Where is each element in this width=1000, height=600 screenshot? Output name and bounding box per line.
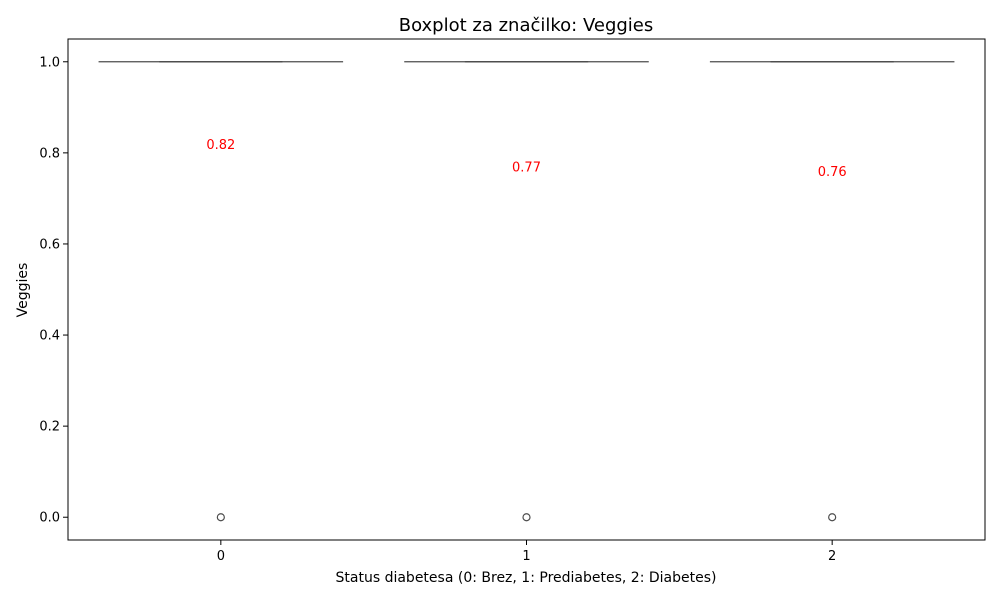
x-axis: 0 1 2 <box>217 540 836 564</box>
x-tick-label: 2 <box>828 549 836 564</box>
x-axis-label: Status diabetesa (0: Brez, 1: Prediabete… <box>336 570 717 586</box>
x-tick-label: 1 <box>522 549 530 564</box>
mean-annotation-2: 0.76 <box>818 165 847 180</box>
y-tick-label: 0.8 <box>39 146 60 161</box>
outlier-point <box>216 513 225 522</box>
outlier-point <box>522 513 531 522</box>
chart-title: Boxplot za značilko: Veggies <box>399 15 654 36</box>
plot-area: 0.82 0.77 0.76 <box>98 61 955 522</box>
y-tick-label: 0.4 <box>39 329 60 344</box>
box-group-0 <box>98 61 344 522</box>
y-axis-label: Veggies <box>15 263 31 318</box>
box-group-1 <box>404 61 649 522</box>
x-tick-label: 0 <box>217 549 225 564</box>
y-axis: 0.0 0.2 0.4 0.6 0.8 1.0 <box>39 55 68 526</box>
y-tick-label: 0.2 <box>39 420 60 435</box>
y-tick-label: 0.0 <box>39 511 60 526</box>
outlier-point <box>828 513 837 522</box>
y-tick-label: 0.6 <box>39 237 60 252</box>
mean-annotation-1: 0.77 <box>512 161 541 176</box>
y-tick-label: 1.0 <box>39 55 60 70</box>
mean-annotation-0: 0.82 <box>206 138 235 153</box>
plot-frame <box>67 38 986 541</box>
box-group-2 <box>709 61 955 522</box>
